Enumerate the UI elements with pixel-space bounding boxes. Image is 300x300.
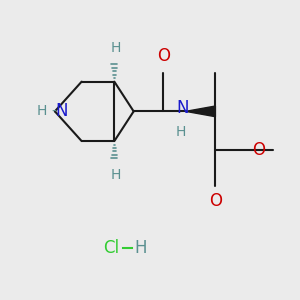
Text: -: - [51, 104, 56, 118]
Text: O: O [209, 192, 222, 210]
Text: H: H [111, 41, 121, 55]
Text: H: H [135, 239, 147, 257]
Polygon shape [186, 106, 215, 117]
Text: H: H [37, 104, 47, 118]
Text: H: H [176, 125, 186, 139]
Text: Cl: Cl [103, 239, 119, 257]
Text: N: N [176, 99, 189, 117]
Text: H: H [111, 168, 121, 182]
Text: O: O [253, 141, 266, 159]
Text: N: N [55, 102, 68, 120]
Text: O: O [157, 47, 170, 65]
